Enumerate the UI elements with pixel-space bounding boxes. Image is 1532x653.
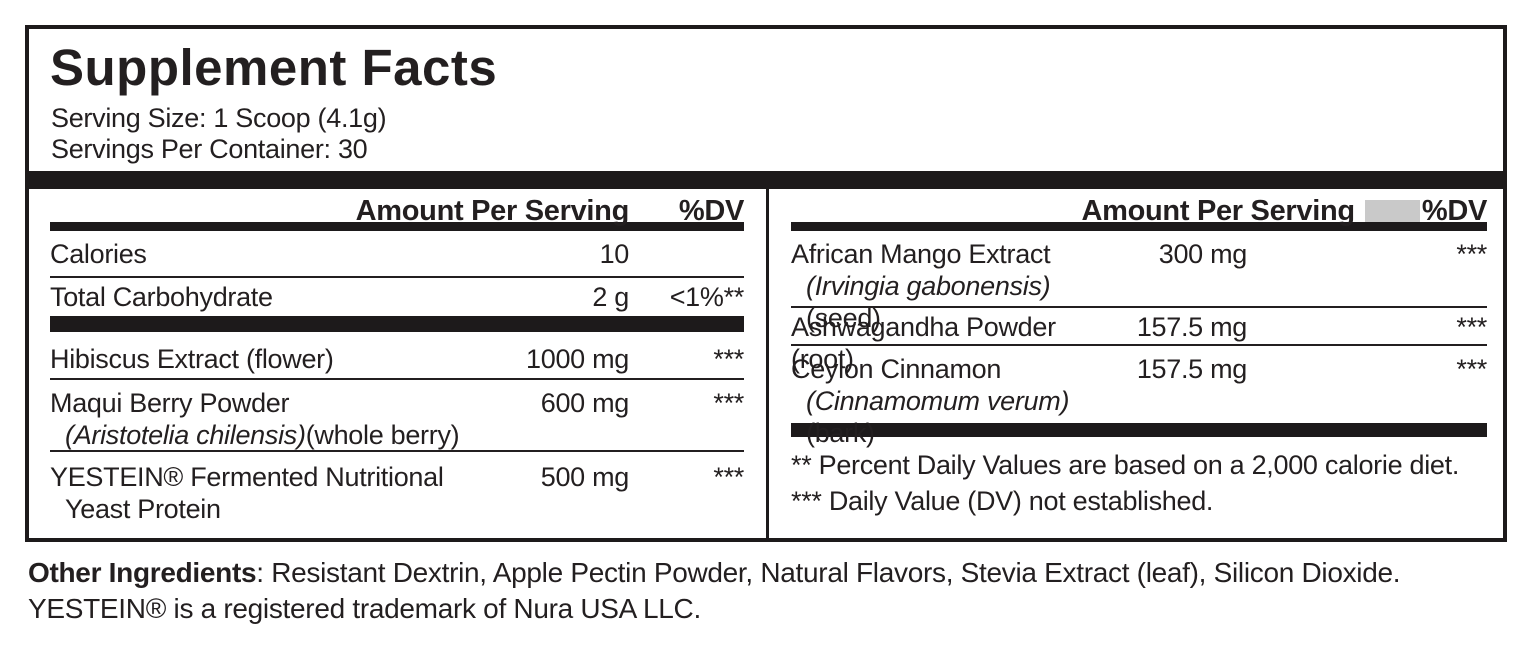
dv-header: %DV [1421, 195, 1487, 227]
ingredient-name: Ashwagandha Powder (root) [791, 312, 1056, 374]
left-header-row: Amount Per Serving %DV [50, 189, 745, 227]
ingredient-amount: 157.5 mg [1136, 312, 1247, 342]
table-row-total-carbohydrate: Total Carbohydrate 2 g <1%** [50, 278, 744, 316]
ingredient-amount: 157.5 mg [1136, 354, 1247, 384]
amount-per-serving-header: Amount Per Serving [355, 195, 630, 227]
ingredient-name: YESTEIN® Fermented Nutritional Yeast Pro… [50, 461, 479, 525]
divider-bar-header-left [50, 222, 744, 231]
ingredient-dv: *** [1456, 312, 1487, 342]
table-row-hibiscus: Hibiscus Extract (flower) 1000 mg *** [50, 336, 744, 380]
footnote-dv-not-established: *** Daily Value (DV) not established. [791, 486, 1214, 516]
facts-panel: Supplement Facts Serving Size: 1 Scoop (… [25, 25, 1507, 542]
ingredient-name-line1: Maqui Berry Powder [50, 388, 290, 418]
servings-per-container: Servings Per Container: 30 [51, 134, 368, 164]
dv-header: %DV [678, 195, 744, 227]
ingredient-botanical: (Cinnamomum verum)(bark) [806, 386, 1070, 448]
facts-columns: Amount Per Serving %DV Calories 10 Total… [29, 189, 1503, 539]
left-column: Amount Per Serving %DV Calories 10 Total… [29, 189, 766, 539]
gray-placeholder [1364, 199, 1420, 222]
other-ingredients: Other Ingredients: Resistant Dextrin, Ap… [28, 556, 1488, 590]
table-row-african-mango: African Mango Extract (Irvingia gabonens… [791, 231, 1487, 333]
ingredient-amount: 600 mg [540, 388, 630, 418]
ingredient-botanical: (Aristotelia chilensis)(whole berry) [65, 420, 460, 450]
table-row-ashwagandha: Ashwagandha Powder (root) 157.5 mg *** [791, 308, 1487, 374]
right-header-row: Amount Per Serving %DV [791, 189, 1487, 227]
ingredient-name-line1: YESTEIN® Fermented Nutritional [50, 462, 444, 492]
serving-info: Serving Size: 1 Scoop (4.1g) Servings Pe… [29, 103, 1503, 165]
table-row-yestein: YESTEIN® Fermented Nutritional Yeast Pro… [50, 452, 744, 530]
ingredient-amount: 2 g [592, 282, 629, 312]
right-column: Amount Per Serving %DV African Mango Ext… [769, 189, 1500, 539]
column-divider [766, 189, 769, 539]
ingredient-amount: 500 mg [540, 462, 630, 492]
serving-size: Serving Size: 1 Scoop (4.1g) [51, 103, 387, 133]
ingredient-dv: *** [713, 344, 744, 374]
table-row-maqui-berry: Maqui Berry Powder (Aristotelia chilensi… [50, 380, 744, 452]
ingredient-dv: *** [713, 462, 744, 492]
ingredient-name-line1: African Mango Extract [791, 239, 1051, 269]
divider-bar-mid-left [50, 316, 744, 332]
footnote-daily-values: ** Percent Daily Values are based on a 2… [791, 450, 1460, 480]
trademark-note: YESTEIN® is a registered trademark of Nu… [28, 593, 701, 624]
ingredient-amount: 10 [599, 239, 630, 269]
ingredient-dv: *** [1456, 239, 1487, 269]
divider-bar-header-right [791, 222, 1487, 231]
ingredient-name: Total Carbohydrate [50, 282, 273, 312]
ingredient-name: Maqui Berry Powder (Aristotelia chilensi… [50, 387, 479, 451]
other-ingredients-list: : Resistant Dextrin, Apple Pectin Powder… [256, 557, 1401, 588]
divider-bar-footnotes [791, 423, 1487, 437]
ingredient-name-line2: Yeast Protein [65, 494, 221, 524]
ingredient-name: Calories [50, 239, 147, 269]
ingredient-botanical: (Irvingia gabonensis)(seed) [806, 271, 1051, 333]
table-row-ceylon-cinnamon: Ceylon Cinnamon (Cinnamomum verum)(bark)… [791, 346, 1487, 448]
ingredient-dv: <1%** [669, 282, 745, 312]
amount-per-serving-header: Amount Per Serving [1081, 195, 1355, 227]
footnotes: ** Percent Daily Values are based on a 2… [791, 437, 1487, 519]
ingredient-name: Ceylon Cinnamon (Cinnamomum verum)(bark) [791, 353, 1087, 449]
divider-bar-top [29, 171, 1503, 189]
ingredient-dv: *** [713, 388, 744, 418]
ingredient-name-line1: Ceylon Cinnamon [791, 354, 1002, 384]
ingredient-amount: 300 mg [1158, 239, 1248, 269]
ingredient-amount: 1000 mg [526, 344, 629, 374]
panel-title: Supplement Facts [50, 39, 498, 96]
other-ingredients-label: Other Ingredients [28, 557, 257, 588]
table-row-calories: Calories 10 [50, 231, 744, 278]
ingredient-name: African Mango Extract (Irvingia gabonens… [791, 238, 1087, 334]
ingredient-dv: *** [1456, 354, 1487, 384]
ingredient-name: Hibiscus Extract (flower) [50, 344, 334, 374]
